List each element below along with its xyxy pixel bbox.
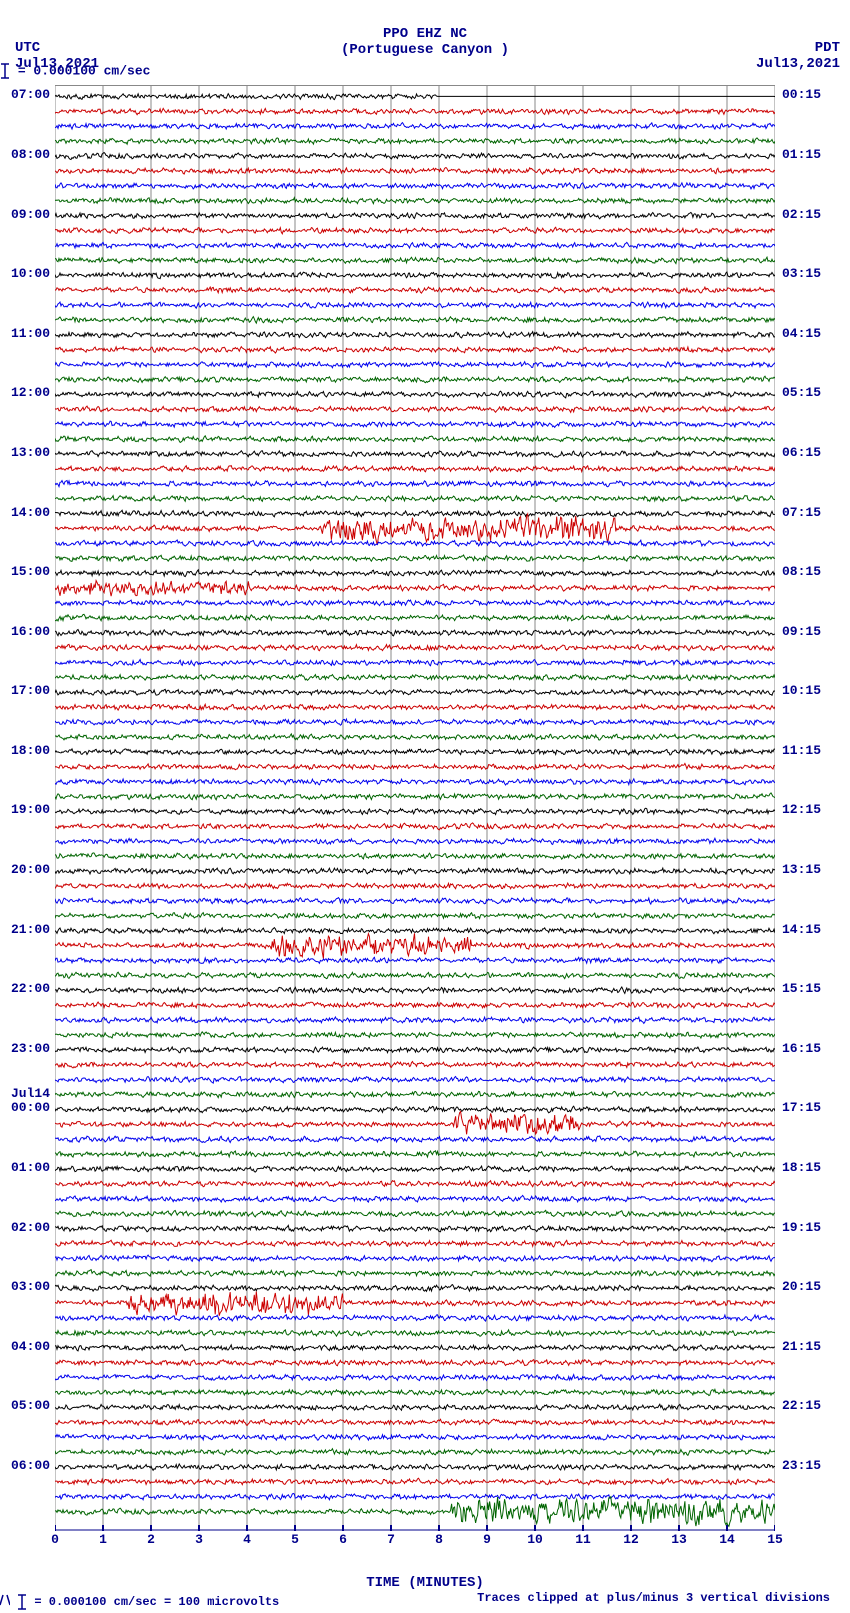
x-tick: 4 bbox=[243, 1532, 251, 1547]
x-tick: 5 bbox=[291, 1532, 299, 1547]
x-tick: 3 bbox=[195, 1532, 203, 1547]
scale-indicator: = 0.000100 cm/sec bbox=[0, 62, 850, 80]
local-time-label: 19:15 bbox=[782, 1220, 821, 1235]
utc-time-label: 22:00 bbox=[2, 981, 50, 996]
local-time-label: 22:15 bbox=[782, 1398, 821, 1413]
utc-time-label: 12:00 bbox=[2, 385, 50, 400]
helicorder-container: PPO EHZ NC (Portuguese Canyon ) = 0.0001… bbox=[0, 0, 850, 1613]
date-marker: Jul14 bbox=[2, 1086, 50, 1101]
utc-time-label: 20:00 bbox=[2, 862, 50, 877]
utc-time-label: 05:00 bbox=[2, 1398, 50, 1413]
station-code: PPO EHZ NC bbox=[0, 26, 850, 42]
x-tick: 8 bbox=[435, 1532, 443, 1547]
local-time-label: 07:15 bbox=[782, 505, 821, 520]
x-tick: 6 bbox=[339, 1532, 347, 1547]
local-time-label: 10:15 bbox=[782, 683, 821, 698]
right-date: Jul13,2021 bbox=[756, 56, 840, 72]
x-tick: 12 bbox=[623, 1532, 639, 1547]
utc-time-label: 17:00 bbox=[2, 683, 50, 698]
local-time-label: 13:15 bbox=[782, 862, 821, 877]
utc-time-label: 14:00 bbox=[2, 505, 50, 520]
local-time-label: 01:15 bbox=[782, 147, 821, 162]
utc-time-label: 18:00 bbox=[2, 743, 50, 758]
scale-bar-icon bbox=[0, 1593, 10, 1607]
utc-time-label: 16:00 bbox=[2, 624, 50, 639]
utc-time-label: 21:00 bbox=[2, 922, 50, 937]
utc-time-label: 19:00 bbox=[2, 802, 50, 817]
utc-time-label: 04:00 bbox=[2, 1339, 50, 1354]
local-time-label: 23:15 bbox=[782, 1458, 821, 1473]
x-tick: 9 bbox=[483, 1532, 491, 1547]
seismogram-plot bbox=[55, 85, 775, 1531]
local-time-label: 14:15 bbox=[782, 922, 821, 937]
local-time-label: 12:15 bbox=[782, 802, 821, 817]
x-tick: 0 bbox=[51, 1532, 59, 1547]
utc-time-label: 11:00 bbox=[2, 326, 50, 341]
x-tick: 10 bbox=[527, 1532, 543, 1547]
x-tick: 11 bbox=[575, 1532, 591, 1547]
local-time-label: 11:15 bbox=[782, 743, 821, 758]
utc-time-label: 03:00 bbox=[2, 1279, 50, 1294]
x-axis-label: TIME (MINUTES) bbox=[0, 1575, 850, 1591]
x-tick: 1 bbox=[99, 1532, 107, 1547]
left-timezone: UTC bbox=[15, 40, 40, 56]
local-time-label: 04:15 bbox=[782, 326, 821, 341]
right-timezone: PDT bbox=[815, 40, 840, 56]
utc-time-label: 09:00 bbox=[2, 207, 50, 222]
utc-time-label: 07:00 bbox=[2, 87, 50, 102]
utc-time-label: 01:00 bbox=[2, 1160, 50, 1175]
scale-bar-icon bbox=[17, 1593, 27, 1611]
local-time-label: 17:15 bbox=[782, 1100, 821, 1115]
utc-time-label: 06:00 bbox=[2, 1458, 50, 1473]
x-tick: 7 bbox=[387, 1532, 395, 1547]
utc-time-label: 13:00 bbox=[2, 445, 50, 460]
x-tick: 15 bbox=[767, 1532, 783, 1547]
footer-clip-note: Traces clipped at plus/minus 3 vertical … bbox=[477, 1591, 830, 1605]
utc-time-label: 02:00 bbox=[2, 1220, 50, 1235]
footer-scale: = 0.000100 cm/sec = 100 microvolts bbox=[0, 1593, 279, 1611]
local-time-label: 03:15 bbox=[782, 266, 821, 281]
local-time-label: 06:15 bbox=[782, 445, 821, 460]
x-tick: 2 bbox=[147, 1532, 155, 1547]
utc-time-label: 08:00 bbox=[2, 147, 50, 162]
local-time-label: 15:15 bbox=[782, 981, 821, 996]
utc-time-label: 23:00 bbox=[2, 1041, 50, 1056]
local-time-label: 00:15 bbox=[782, 87, 821, 102]
seismogram-svg bbox=[55, 86, 775, 1531]
local-time-label: 09:15 bbox=[782, 624, 821, 639]
local-time-label: 02:15 bbox=[782, 207, 821, 222]
x-tick: 14 bbox=[719, 1532, 735, 1547]
left-date: Jul13,2021 bbox=[15, 56, 99, 72]
utc-time-label: 15:00 bbox=[2, 564, 50, 579]
local-time-label: 08:15 bbox=[782, 564, 821, 579]
station-location: (Portuguese Canyon ) bbox=[0, 42, 850, 58]
local-time-label: 18:15 bbox=[782, 1160, 821, 1175]
local-time-label: 05:15 bbox=[782, 385, 821, 400]
local-time-label: 21:15 bbox=[782, 1339, 821, 1354]
utc-time-label: 00:00 bbox=[2, 1100, 50, 1115]
utc-time-label: 10:00 bbox=[2, 266, 50, 281]
scale-bar-icon bbox=[0, 62, 10, 80]
x-tick: 13 bbox=[671, 1532, 687, 1547]
local-time-label: 16:15 bbox=[782, 1041, 821, 1056]
local-time-label: 20:15 bbox=[782, 1279, 821, 1294]
